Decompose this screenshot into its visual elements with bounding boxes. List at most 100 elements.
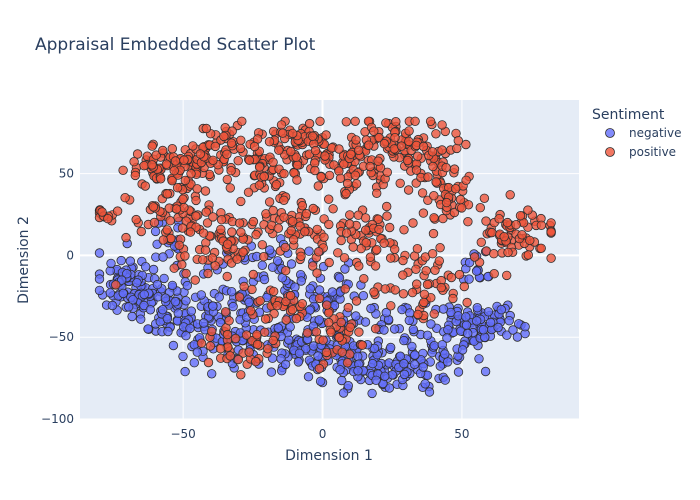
data-point-negative [152,279,163,290]
data-point-positive [372,244,382,255]
data-point-positive [314,293,325,304]
legend-item-negative[interactable]: negative [605,126,682,140]
data-point-negative [367,358,378,369]
data-point-negative [371,375,381,386]
data-point-positive [166,233,176,244]
data-point-positive [162,189,173,199]
data-point-positive [238,247,248,257]
data-point-positive [359,274,369,284]
legend-title: Sentiment [592,107,665,123]
data-point-positive [345,210,355,220]
data-point-negative [389,324,400,334]
data-point-positive [328,204,338,214]
data-point-positive [205,341,216,351]
data-point-positive [425,116,436,127]
data-point-positive [308,131,318,142]
data-point-positive [429,190,439,201]
data-point-negative [438,304,449,314]
data-point-positive [412,243,423,254]
data-point-positive [515,210,526,221]
data-point-positive [230,333,241,344]
data-point-positive [386,301,396,311]
data-point-positive [139,160,149,171]
data-point-positive [354,261,364,271]
data-point-positive [452,143,462,154]
data-point-positive [236,227,246,238]
data-point-negative [148,264,159,275]
data-point-positive [339,159,349,169]
data-point-positive [121,232,131,243]
data-point-negative [313,351,323,361]
data-point-positive [431,129,441,139]
data-point-positive [161,159,172,169]
data-point-negative [404,315,415,326]
data-point-negative [399,335,409,346]
data-point-negative [418,362,428,372]
data-point-negative [94,248,105,258]
data-point-positive [441,197,452,208]
data-point-positive [287,305,298,315]
data-point-positive [345,322,355,333]
data-point-positive [279,195,289,206]
data-point-positive [437,120,447,130]
data-point-positive [459,281,470,292]
data-point-positive [244,155,255,166]
data-point-negative [244,297,254,308]
data-point-positive [404,126,414,136]
legend-item-positive[interactable]: positive [605,145,677,159]
data-point-positive [536,220,547,231]
data-point-positive [157,145,168,156]
data-point-positive [111,280,121,290]
data-point-positive [195,149,206,159]
data-point-negative [443,357,453,367]
data-point-positive [200,245,211,255]
data-point-positive [427,147,438,157]
data-point-positive [312,224,322,235]
data-point-positive [118,165,128,176]
data-point-positive [372,188,382,199]
data-point-negative [116,255,126,266]
data-point-positive [324,170,335,181]
data-point-positive [523,205,533,215]
data-point-positive [147,160,157,170]
data-point-positive [324,219,334,230]
data-point-positive [421,266,431,276]
data-point-positive [234,292,245,302]
data-point-positive [208,212,218,222]
data-point-positive [197,255,208,265]
legend-marker-positive [605,147,615,157]
data-point-negative [461,320,472,330]
data-point-positive [346,149,356,160]
data-point-positive [373,214,384,225]
data-point-negative [464,274,474,284]
data-point-positive [259,171,269,182]
data-point-positive [292,160,303,170]
data-point-negative [286,259,297,269]
data-point-positive [171,204,182,214]
data-point-positive [546,227,556,237]
data-point-positive [431,177,441,187]
data-point-negative [493,322,503,333]
data-point-negative [198,318,209,328]
data-point-positive [427,248,438,259]
data-point-negative [163,326,173,337]
data-point-positive [324,317,334,328]
data-point-positive [297,299,308,309]
data-point-positive [210,141,221,152]
data-point-positive [373,156,383,166]
data-point-positive [461,175,471,186]
data-point-negative [173,308,184,319]
data-point-negative [504,316,514,326]
data-point-negative [140,262,151,272]
data-point-negative [266,367,277,377]
data-point-positive [191,211,201,221]
data-point-negative [186,306,197,316]
data-point-positive [410,116,420,127]
data-point-positive [342,358,353,368]
data-point-negative [139,289,149,300]
data-point-positive [255,296,265,306]
data-point-positive [181,268,191,279]
data-point-positive [268,205,278,216]
data-point-negative [453,311,463,321]
data-point-positive [398,289,409,299]
